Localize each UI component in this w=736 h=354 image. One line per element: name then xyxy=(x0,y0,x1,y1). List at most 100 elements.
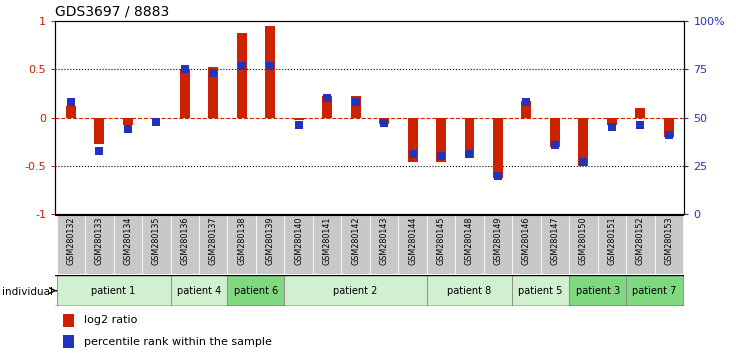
Text: GSM280133: GSM280133 xyxy=(95,217,104,265)
Text: individual: individual xyxy=(2,287,53,297)
Text: GSM280149: GSM280149 xyxy=(493,217,503,265)
Bar xyxy=(94,118,105,144)
Bar xyxy=(66,106,76,118)
Bar xyxy=(484,215,512,274)
Text: GSM280141: GSM280141 xyxy=(322,217,332,265)
Bar xyxy=(607,118,617,125)
Bar xyxy=(569,275,626,306)
Text: GSM280132: GSM280132 xyxy=(66,217,75,265)
Point xyxy=(435,154,447,159)
Text: GSM280150: GSM280150 xyxy=(579,217,588,265)
Text: log2 ratio: log2 ratio xyxy=(83,315,137,325)
Bar xyxy=(427,275,512,306)
Bar xyxy=(408,118,417,162)
Bar xyxy=(85,215,113,274)
Bar xyxy=(227,215,256,274)
Point xyxy=(464,152,475,157)
Bar xyxy=(578,118,588,166)
Text: patient 2: patient 2 xyxy=(333,286,378,296)
Bar xyxy=(180,69,190,118)
Point xyxy=(520,99,532,105)
Bar xyxy=(284,215,313,274)
Text: patient 1: patient 1 xyxy=(91,286,135,296)
Text: GSM280147: GSM280147 xyxy=(551,217,559,265)
Text: patient 4: patient 4 xyxy=(177,286,221,296)
Bar xyxy=(350,97,361,118)
Bar xyxy=(171,215,199,274)
Point xyxy=(663,132,675,138)
Bar xyxy=(322,97,332,118)
Point xyxy=(293,122,305,128)
Bar xyxy=(436,118,446,162)
Bar xyxy=(113,215,142,274)
Text: percentile rank within the sample: percentile rank within the sample xyxy=(83,337,272,347)
Bar xyxy=(227,275,284,306)
Point xyxy=(150,119,162,124)
Point xyxy=(122,126,134,132)
Text: GSM280151: GSM280151 xyxy=(607,217,616,265)
Bar xyxy=(379,118,389,125)
Text: GDS3697 / 8883: GDS3697 / 8883 xyxy=(55,5,169,19)
Point xyxy=(606,125,618,130)
Text: GSM280153: GSM280153 xyxy=(665,217,673,265)
Text: GSM280152: GSM280152 xyxy=(636,217,645,265)
Point xyxy=(350,99,361,105)
Bar xyxy=(512,215,541,274)
Text: patient 5: patient 5 xyxy=(518,286,563,296)
Point xyxy=(236,63,247,68)
Text: GSM280140: GSM280140 xyxy=(294,217,303,265)
Bar xyxy=(208,67,218,118)
Bar xyxy=(57,275,171,306)
Point xyxy=(578,159,590,165)
Bar xyxy=(313,215,342,274)
Text: GSM280137: GSM280137 xyxy=(209,217,218,265)
Bar xyxy=(369,215,398,274)
Bar xyxy=(512,275,569,306)
Bar xyxy=(522,101,531,118)
Bar xyxy=(342,215,369,274)
Bar xyxy=(237,33,247,118)
Point xyxy=(549,142,561,148)
Text: patient 3: patient 3 xyxy=(576,286,620,296)
Bar xyxy=(626,275,683,306)
Bar xyxy=(57,215,85,274)
Bar xyxy=(63,314,74,327)
Bar xyxy=(598,215,626,274)
Text: GSM280145: GSM280145 xyxy=(436,217,445,265)
Bar xyxy=(569,215,598,274)
Point xyxy=(179,67,191,72)
Bar xyxy=(464,118,475,158)
Bar xyxy=(626,215,654,274)
Bar xyxy=(493,118,503,178)
Point xyxy=(93,148,105,153)
Bar xyxy=(427,215,456,274)
Bar xyxy=(456,215,484,274)
Bar xyxy=(294,118,304,120)
Bar xyxy=(63,335,74,348)
Bar xyxy=(265,26,275,118)
Text: GSM280135: GSM280135 xyxy=(152,217,160,265)
Bar xyxy=(550,118,560,147)
Point xyxy=(492,173,504,178)
Text: GSM280139: GSM280139 xyxy=(266,217,275,265)
Text: patient 6: patient 6 xyxy=(234,286,278,296)
Bar xyxy=(142,215,171,274)
Point xyxy=(264,63,276,68)
Bar xyxy=(398,215,427,274)
Bar xyxy=(635,108,645,118)
Text: patient 7: patient 7 xyxy=(632,286,677,296)
Bar xyxy=(256,215,284,274)
Text: GSM280144: GSM280144 xyxy=(408,217,417,265)
Point xyxy=(321,96,333,101)
Text: GSM280138: GSM280138 xyxy=(237,217,247,265)
Bar xyxy=(199,215,227,274)
Text: GSM280136: GSM280136 xyxy=(180,217,189,265)
Text: GSM280143: GSM280143 xyxy=(380,217,389,265)
Text: patient 8: patient 8 xyxy=(447,286,492,296)
Point xyxy=(407,152,419,157)
Bar xyxy=(664,118,673,137)
Bar xyxy=(654,215,683,274)
Point xyxy=(65,99,77,105)
Text: GSM280146: GSM280146 xyxy=(522,217,531,265)
Bar xyxy=(123,118,132,125)
